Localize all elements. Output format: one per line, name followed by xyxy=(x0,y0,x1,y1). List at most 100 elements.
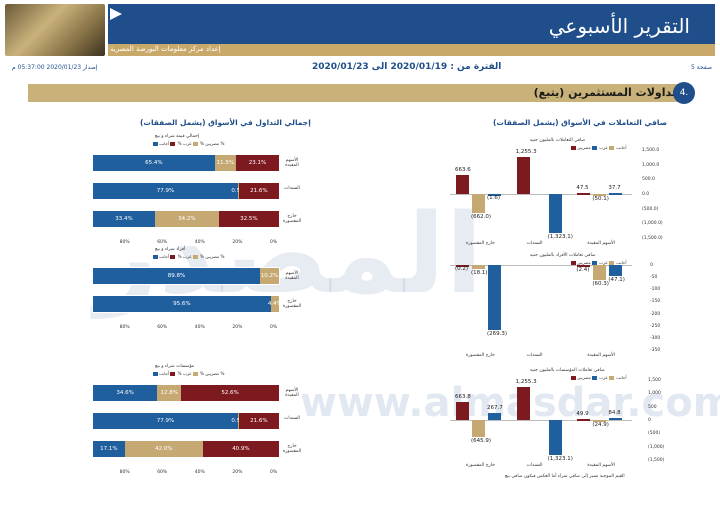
category-label: خارج المقصورة xyxy=(466,463,495,468)
legend-label: مصريين % xyxy=(198,141,220,146)
legend-swatch xyxy=(170,142,176,146)
issued-date: إصدار 2020/01/23 05:37:00 م xyxy=(12,64,98,71)
axis-tick: 20% xyxy=(232,470,243,475)
bar-segment-tan: 12.8% xyxy=(157,385,182,401)
period: الفترة من : 2020/01/19 الى 2020/01/23 xyxy=(312,62,502,72)
column-bar xyxy=(609,265,623,277)
axis-tick: 40% xyxy=(194,240,205,245)
legend-label: أجانب xyxy=(614,260,627,265)
bar-segment-maroon: 21.6% xyxy=(238,413,279,429)
stacked-bar: 89.8% 10.2% xyxy=(92,267,280,285)
bar-segment-tan: 4.4% xyxy=(268,296,282,312)
chart-title: صافي تعاملات المؤسسات بالمليون جنيه xyxy=(530,368,605,373)
column-bar xyxy=(488,265,501,331)
legend-label: أجانب % xyxy=(159,254,225,259)
axis-tick: 500.0 xyxy=(642,177,655,183)
data-label: 267.7 xyxy=(487,404,503,411)
axis-tick: -250 xyxy=(650,323,661,329)
column-bar xyxy=(456,402,469,420)
axis-tick: 1,000.0 xyxy=(642,162,660,168)
column-bar xyxy=(472,265,485,270)
data-label: 1,255.3 xyxy=(515,378,537,385)
bar-segment-blue: 77.9% xyxy=(93,413,238,429)
bar-segment-tan: 34.2% xyxy=(155,211,219,227)
column-bar xyxy=(488,412,501,420)
column-bar xyxy=(577,265,591,267)
axis-tick: 60% xyxy=(157,240,168,245)
data-label: (60.3) xyxy=(592,280,609,287)
bar-segment-blue: 77.9% xyxy=(93,183,238,199)
row-label: الأسهم المقيدة xyxy=(285,388,299,398)
row-label: الأسهم المقيدة xyxy=(285,158,299,168)
axis-tick: 500 xyxy=(648,404,657,410)
column-bar xyxy=(516,386,530,420)
row-label: خارج المقصورة xyxy=(282,299,302,309)
category-label: خارج المقصورة xyxy=(466,353,495,358)
legend-swatch xyxy=(608,261,614,265)
column-bar xyxy=(456,174,469,194)
stacked-bar: 17.1% 42.0% 40.9% xyxy=(92,440,280,458)
legend: مصريين % عرب % أجانب % xyxy=(152,141,224,146)
legend-swatch xyxy=(591,376,597,380)
legend-label: عرب xyxy=(597,260,608,265)
bar-segment-tan: 0.5% xyxy=(231,183,245,199)
chart-title: صافي التعاملات بالمليون جنيه xyxy=(530,138,586,143)
data-label: 1,255.3 xyxy=(515,149,537,156)
axis-tick: 80% xyxy=(119,470,130,475)
axis-tick: 1,500 xyxy=(648,378,661,383)
column-bar xyxy=(609,417,623,420)
column-bar xyxy=(577,418,591,421)
legend-swatch xyxy=(591,146,597,150)
row-label: الأسهم المقيدة xyxy=(285,271,299,281)
axis-tick: 20% xyxy=(232,240,243,245)
category-label: الأسهم المقيدة xyxy=(587,241,615,246)
axis-tick: -350 xyxy=(650,348,661,353)
axis-tick: 1,500.0 xyxy=(642,148,660,153)
axis-tick: 0 xyxy=(650,263,653,268)
data-label: 663.6 xyxy=(455,166,471,173)
axis-tick: (1,000.0) xyxy=(642,221,663,227)
column-bar xyxy=(488,194,501,196)
bar-segment-blue: 17.1% xyxy=(93,441,125,457)
column-bar xyxy=(593,265,607,280)
column-bar xyxy=(548,194,562,233)
header-photo xyxy=(5,4,105,56)
legend-label: مصريين xyxy=(577,260,591,265)
legend-swatch xyxy=(192,142,198,146)
row-label: السندات xyxy=(284,186,300,191)
legend-swatch xyxy=(192,255,198,259)
bar-segment-blue: 95.6% xyxy=(93,296,271,312)
stacked-bar: 77.9%0.5%21.6% xyxy=(92,412,280,430)
stacked-bar: 34.6% 12.8% 52.6% xyxy=(92,384,280,402)
data-label: (1.6) xyxy=(487,195,501,202)
legend-swatch xyxy=(170,255,176,259)
stacked-bar: 95.6% 4.4% xyxy=(92,295,282,313)
group-subtitle: مؤسسات شراء و بيع xyxy=(155,364,195,369)
legend-label: مصريين xyxy=(577,375,591,380)
row-label: خارج المقصورة xyxy=(282,214,302,224)
axis-tick: 80% xyxy=(119,325,130,330)
legend: مصريين % عرب % أجانب % xyxy=(152,254,224,259)
legend-swatch xyxy=(192,372,198,376)
header-arrow-icon xyxy=(110,8,122,20)
axis-tick: 60% xyxy=(157,325,168,330)
axis-tick: -300 xyxy=(650,335,661,341)
right-panel-title: صافي التعاملات في الأسواق (يشمل الصفقات) xyxy=(493,118,667,127)
zero-line xyxy=(450,194,632,195)
legend-swatch xyxy=(170,372,176,376)
column-bar xyxy=(516,157,530,194)
axis-tick: 60% xyxy=(157,470,168,475)
legend: أجانب عرب مصريين xyxy=(570,260,627,265)
legend-swatch xyxy=(571,146,576,150)
legend-swatch xyxy=(153,255,158,259)
legend-label: أجانب % xyxy=(159,371,225,376)
bar-segment-maroon: 52.6% xyxy=(181,385,279,401)
data-label: 37.7 xyxy=(608,184,621,191)
axis-tick: -200 xyxy=(650,311,661,317)
legend-label: أجانب xyxy=(614,375,627,380)
category-label: خارج المقصورة xyxy=(466,241,495,246)
section-number: 4. xyxy=(673,82,695,104)
column-bar xyxy=(456,265,469,267)
axis-tick: -50 xyxy=(650,275,658,281)
watermark-url: www.almasdar.com xyxy=(300,380,720,426)
